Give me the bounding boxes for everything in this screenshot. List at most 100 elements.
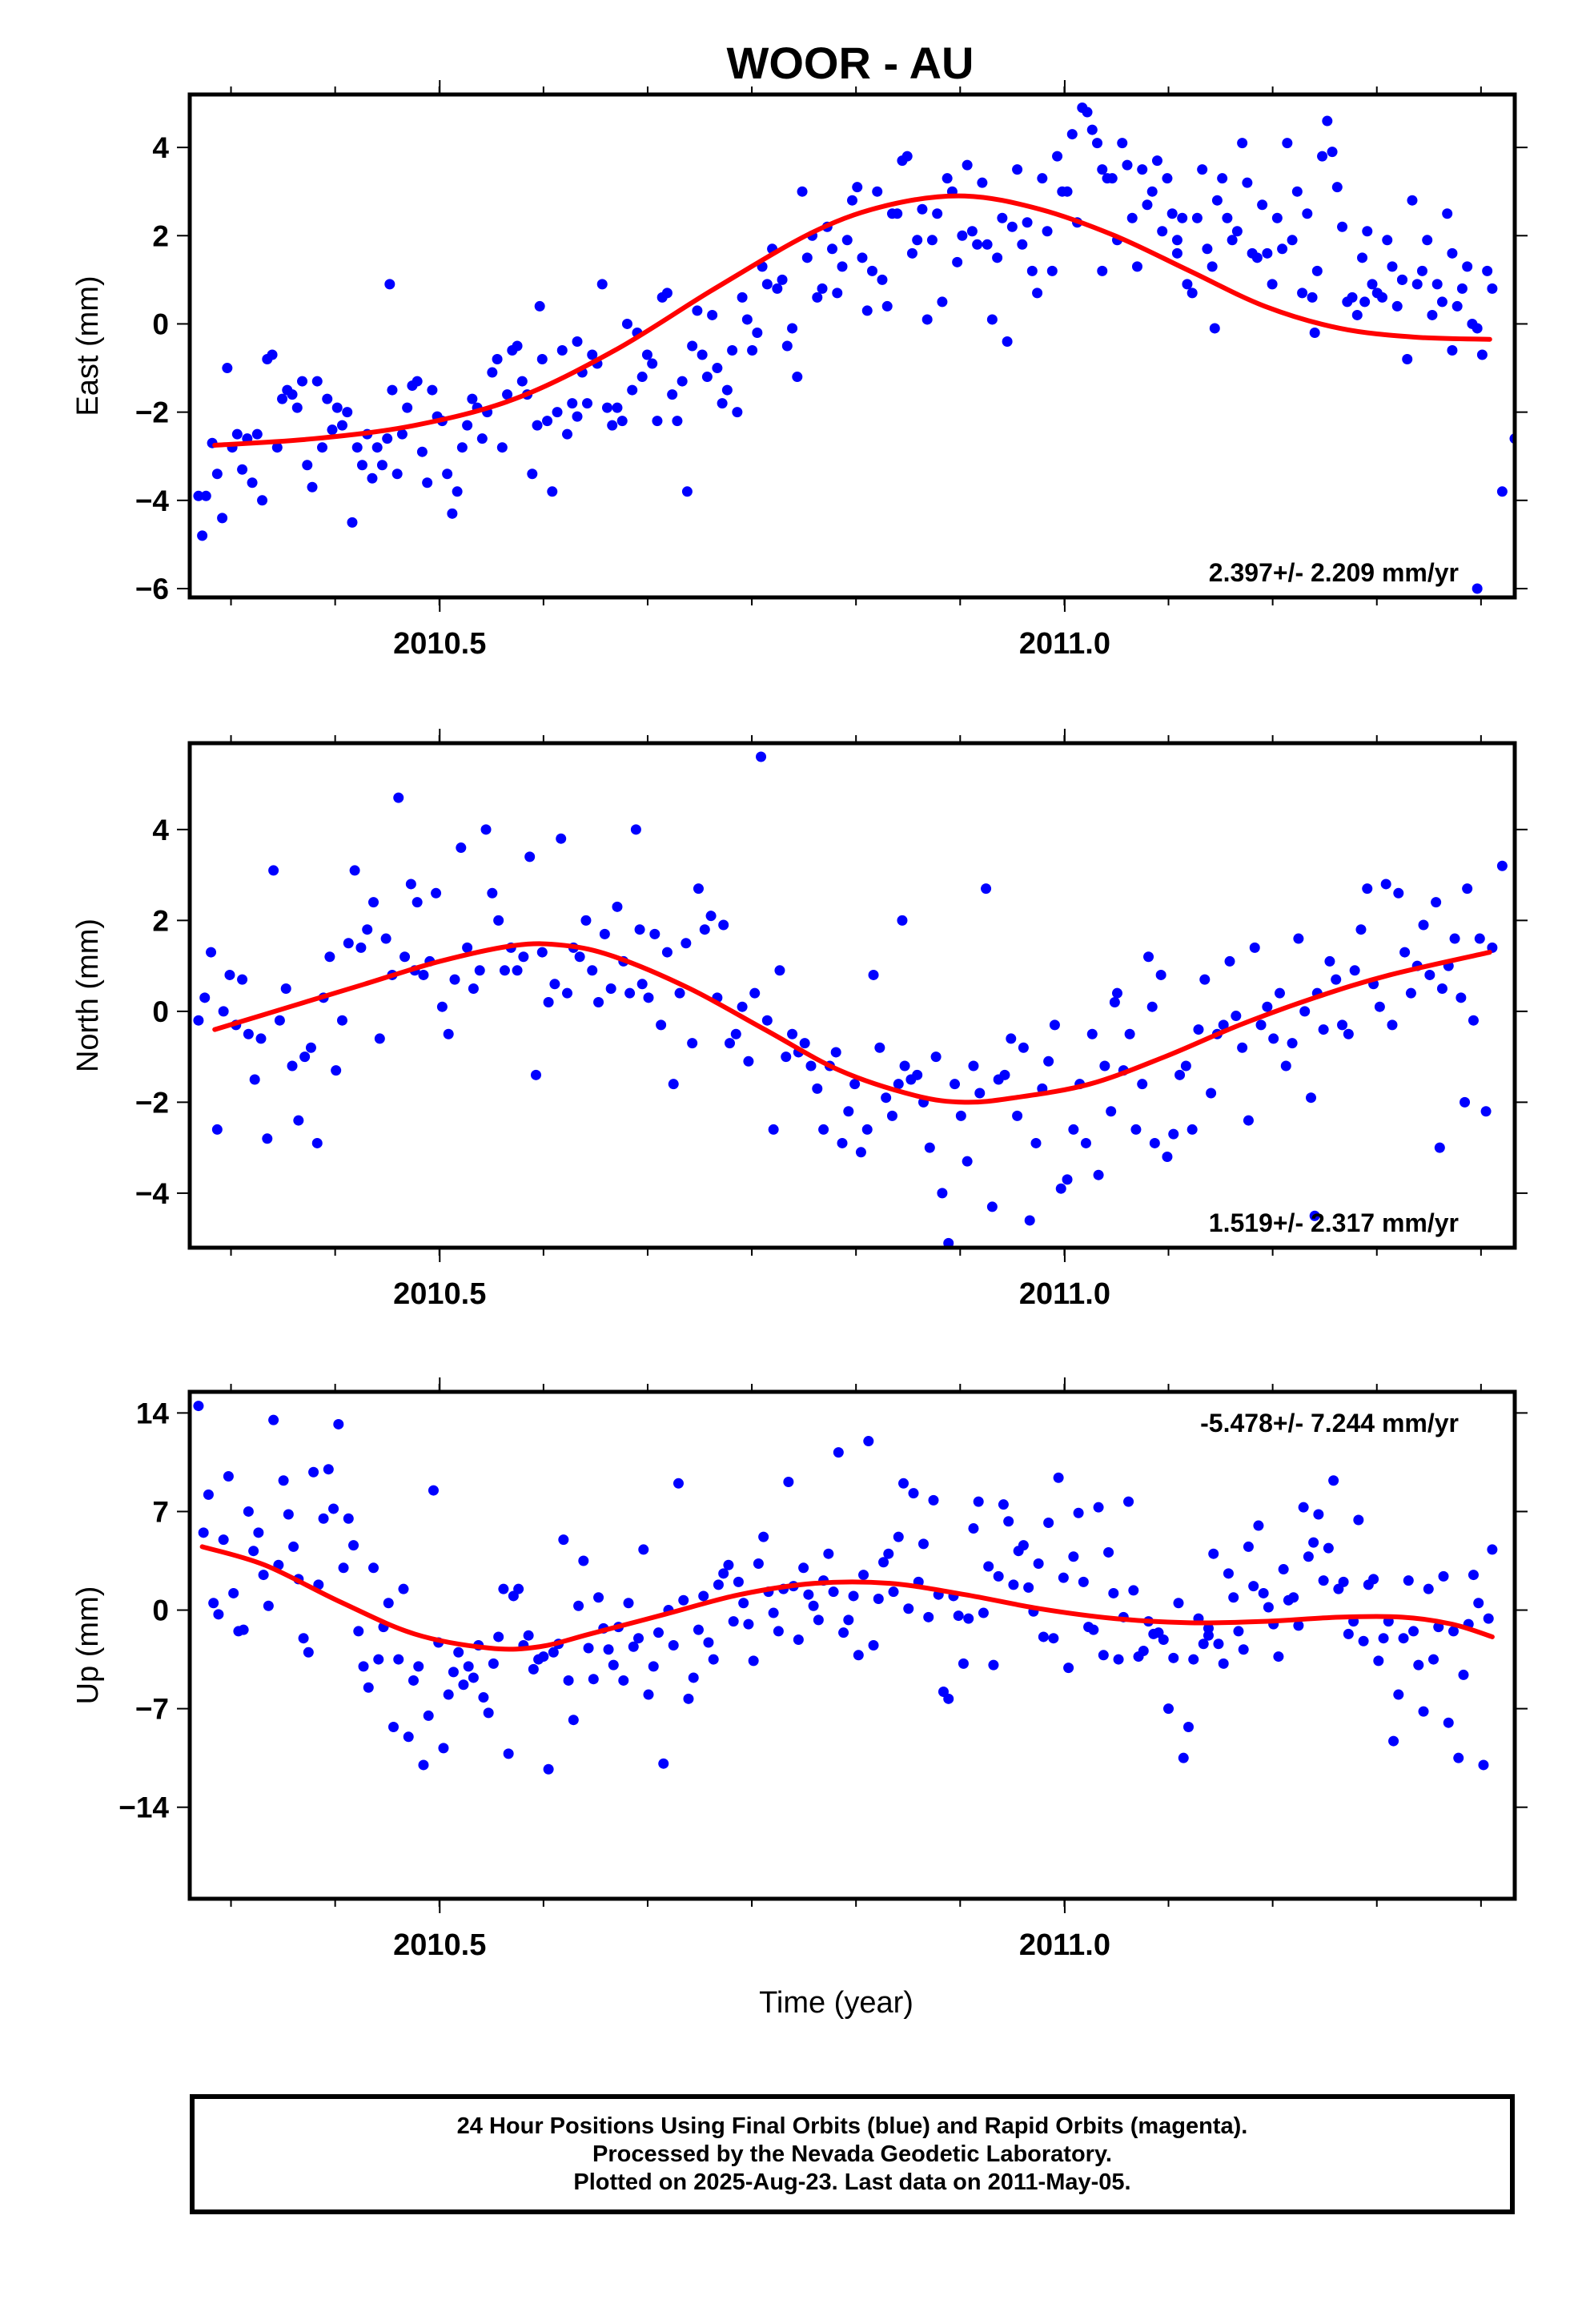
data-point	[1413, 1659, 1424, 1671]
data-point	[748, 1655, 759, 1667]
data-point	[343, 938, 354, 949]
data-point	[342, 407, 353, 418]
data-point	[977, 177, 988, 188]
data-point	[218, 1534, 229, 1546]
data-point	[299, 1051, 311, 1063]
data-point	[628, 1641, 639, 1652]
data-point	[937, 1188, 948, 1199]
data-point	[1311, 265, 1323, 276]
data-point	[1287, 235, 1298, 246]
data-point	[393, 1654, 404, 1665]
data-point	[1155, 969, 1166, 980]
data-point	[1443, 1717, 1454, 1728]
data-point	[1262, 1001, 1273, 1012]
data-point	[374, 1033, 385, 1044]
data-point	[308, 1466, 319, 1478]
data-point	[476, 433, 488, 444]
data-point	[503, 1748, 514, 1759]
data-point	[543, 997, 554, 1008]
data-point	[351, 442, 363, 453]
data-point	[1062, 186, 1073, 197]
chart-title: WOOR - AU	[727, 38, 974, 88]
data-point	[1218, 1658, 1229, 1669]
x-tick-label: 2010.5	[393, 1928, 486, 1962]
data-point	[612, 901, 623, 912]
data-point	[1211, 195, 1223, 206]
data-point	[371, 442, 383, 453]
data-point	[893, 1531, 904, 1542]
data-point	[243, 1506, 254, 1517]
data-point	[1422, 235, 1433, 246]
data-point	[838, 1627, 849, 1638]
data-point	[338, 1562, 349, 1574]
data-point	[1496, 486, 1508, 497]
plot-frame	[187, 741, 1517, 1250]
data-point	[203, 1489, 214, 1500]
data-point	[1487, 1544, 1498, 1555]
data-point	[253, 1527, 264, 1538]
data-point	[572, 411, 583, 422]
data-point	[1267, 279, 1278, 290]
data-point	[1137, 1079, 1148, 1090]
data-point	[193, 490, 204, 501]
data-point	[1299, 1006, 1311, 1017]
data-point	[1288, 1592, 1299, 1603]
y-tick-label: 2	[152, 219, 169, 252]
data-point	[1012, 1110, 1023, 1121]
data-point	[1223, 1568, 1234, 1579]
fit-curve	[199, 1544, 1495, 1652]
data-point	[798, 1562, 809, 1574]
data-point	[1038, 1631, 1049, 1642]
data-point	[908, 1488, 919, 1499]
data-point	[530, 1069, 541, 1080]
data-point	[452, 486, 463, 497]
data-point	[458, 1679, 469, 1691]
data-point	[1006, 1033, 1017, 1044]
data-point	[688, 1672, 699, 1683]
data-point	[373, 1654, 384, 1665]
rate-label: 1.519+/- 2.317 mm/yr	[1209, 1208, 1459, 1237]
data-point	[1480, 1106, 1492, 1117]
data-point	[1474, 933, 1485, 944]
data-point	[683, 1693, 694, 1704]
data-point	[1424, 969, 1435, 980]
data-point	[402, 402, 413, 413]
data-point	[813, 1614, 824, 1626]
data-point	[733, 1576, 744, 1587]
data-point	[1168, 1652, 1179, 1663]
data-point	[661, 287, 673, 299]
panel-3: 2010.5 2011.0 −14 −7 0 7 14 Up (mm) Time (year) -…	[71, 1377, 1528, 2020]
data-point	[1460, 1096, 1471, 1108]
data-point	[512, 965, 523, 976]
data-point	[627, 384, 638, 396]
data-point	[1263, 1602, 1274, 1613]
data-point	[391, 468, 403, 480]
data-point	[456, 842, 467, 854]
data-point	[817, 283, 828, 294]
data-point	[1024, 1215, 1035, 1226]
rate-label: 2.397+/- 2.209 mm/yr	[1209, 558, 1459, 587]
data-point	[1018, 1540, 1029, 1551]
data-point	[752, 327, 763, 338]
data-point	[1033, 1558, 1044, 1570]
data-point	[1063, 1663, 1074, 1674]
data-point	[1402, 354, 1413, 365]
data-point	[349, 865, 360, 876]
data-point	[943, 1237, 954, 1248]
data-point	[1393, 887, 1404, 899]
data-point	[1449, 933, 1460, 944]
data-point	[574, 951, 585, 963]
data-point	[1387, 1019, 1398, 1031]
data-point	[1293, 1620, 1304, 1631]
data-point	[761, 279, 773, 290]
data-point	[937, 296, 948, 308]
data-point	[874, 1042, 885, 1053]
data-point	[278, 1475, 289, 1486]
data-point	[307, 481, 318, 493]
data-point	[1456, 992, 1467, 1003]
data-point	[538, 1651, 549, 1663]
data-point	[302, 460, 313, 471]
data-point	[324, 951, 335, 963]
data-point	[958, 1658, 969, 1669]
